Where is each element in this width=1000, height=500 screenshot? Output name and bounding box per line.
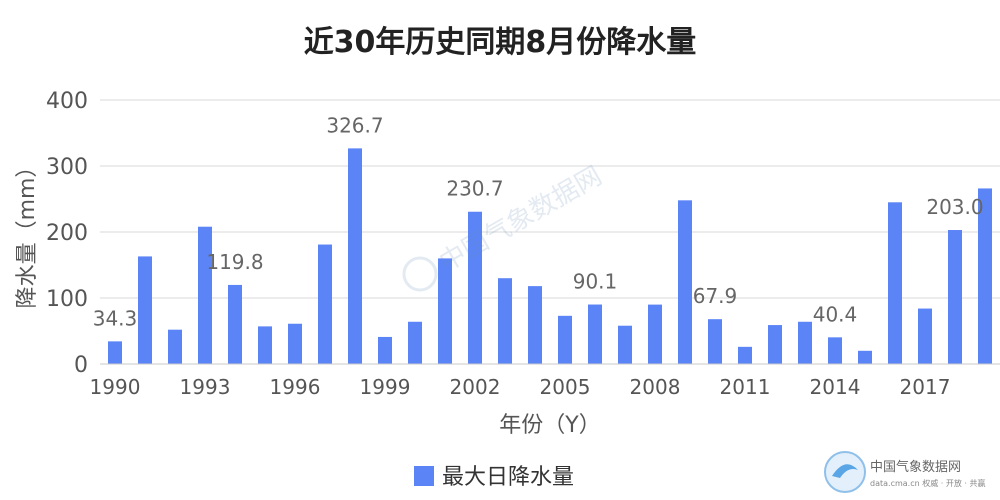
bar xyxy=(858,350,872,364)
bar xyxy=(198,226,212,364)
legend-swatch xyxy=(414,466,434,486)
data-label: 90.1 xyxy=(573,270,618,294)
legend-label: 最大日降水量 xyxy=(442,465,574,490)
x-tick-label: 1990 xyxy=(90,375,141,399)
data-label: 40.4 xyxy=(813,302,858,326)
bar xyxy=(708,319,722,364)
bar xyxy=(978,188,992,364)
y-tick-label: 100 xyxy=(46,287,88,312)
watermark-logo-icon xyxy=(402,256,438,292)
bar xyxy=(288,323,302,364)
bar xyxy=(888,202,902,364)
bar xyxy=(798,321,812,364)
y-tick-label: 0 xyxy=(74,353,88,378)
bar xyxy=(828,337,842,364)
bar xyxy=(378,336,392,364)
y-tick-label: 200 xyxy=(46,221,88,246)
data-labels: 34.3 119.8 326.7 230.7 90.1 67.9 40.4 203.0 xyxy=(93,113,984,330)
data-label: 230.7 xyxy=(446,177,503,201)
bar xyxy=(228,284,242,364)
bar xyxy=(918,308,932,364)
watermark-corner-text: 中国气象数据网 xyxy=(870,459,961,475)
legend: 最大日降水量 xyxy=(414,465,574,490)
corner-watermark: 中国气象数据网 data.cma.cn 权威 · 开放 · 共赢 xyxy=(824,451,985,493)
bar xyxy=(138,256,152,364)
bar xyxy=(948,230,962,364)
bar xyxy=(768,325,782,364)
bar xyxy=(168,329,182,364)
x-axis-ticks: 1990 1993 1996 1999 2002 2005 2008 2011 2014 2017 xyxy=(90,375,951,399)
chart-title: 近30年历史同期8月份降水量 xyxy=(304,25,697,60)
watermark-corner-subtext: data.cma.cn 权威 · 开放 · 共赢 xyxy=(870,478,985,488)
bar xyxy=(528,286,542,364)
y-axis-label: 降水量（mm） xyxy=(15,156,40,309)
bar xyxy=(468,211,482,364)
data-label: 34.3 xyxy=(93,306,138,330)
bar xyxy=(648,304,662,364)
x-tick-label: 2017 xyxy=(900,375,951,399)
bar xyxy=(348,148,362,364)
bar xyxy=(408,321,422,364)
y-axis-ticks: 0 100 200 300 400 xyxy=(46,89,88,378)
bar xyxy=(618,325,632,364)
x-tick-label: 1999 xyxy=(360,375,411,399)
bar xyxy=(438,258,452,364)
x-tick-label: 2008 xyxy=(630,375,681,399)
bar xyxy=(738,346,752,364)
data-label: 203.0 xyxy=(926,195,983,219)
bars xyxy=(108,148,992,364)
bar xyxy=(498,278,512,364)
bar xyxy=(588,304,602,364)
cma-logo-swirl-icon xyxy=(832,464,858,478)
x-tick-label: 2002 xyxy=(450,375,501,399)
x-axis-label: 年份（Y） xyxy=(499,413,600,438)
gridlines xyxy=(100,99,1000,299)
x-tick-label: 1993 xyxy=(180,375,231,399)
data-label: 326.7 xyxy=(326,113,383,137)
x-tick-label: 1996 xyxy=(270,375,321,399)
x-tick-label: 2005 xyxy=(540,375,591,399)
x-tick-label: 2011 xyxy=(720,375,771,399)
y-tick-label: 400 xyxy=(46,89,88,114)
bar xyxy=(558,315,572,364)
bar xyxy=(678,200,692,364)
bar xyxy=(258,326,272,364)
x-tick-label: 2014 xyxy=(810,375,861,399)
data-label: 67.9 xyxy=(693,284,738,308)
bar xyxy=(108,341,122,364)
y-tick-label: 300 xyxy=(46,155,88,180)
bar xyxy=(318,244,332,364)
data-label: 119.8 xyxy=(206,250,263,274)
